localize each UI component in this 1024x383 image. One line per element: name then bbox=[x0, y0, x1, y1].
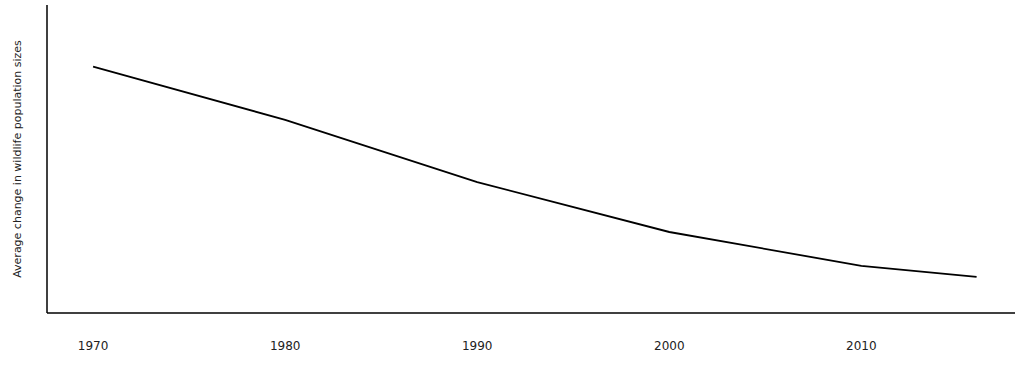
svg-text:2000: 2000 bbox=[654, 339, 685, 353]
svg-text:1980: 1980 bbox=[270, 339, 301, 353]
svg-text:2010: 2010 bbox=[846, 339, 877, 353]
svg-text:1970: 1970 bbox=[78, 339, 109, 353]
svg-text:1990: 1990 bbox=[462, 339, 493, 353]
svg-text:Average change in wildlife pop: Average change in wildlife population si… bbox=[11, 40, 24, 278]
